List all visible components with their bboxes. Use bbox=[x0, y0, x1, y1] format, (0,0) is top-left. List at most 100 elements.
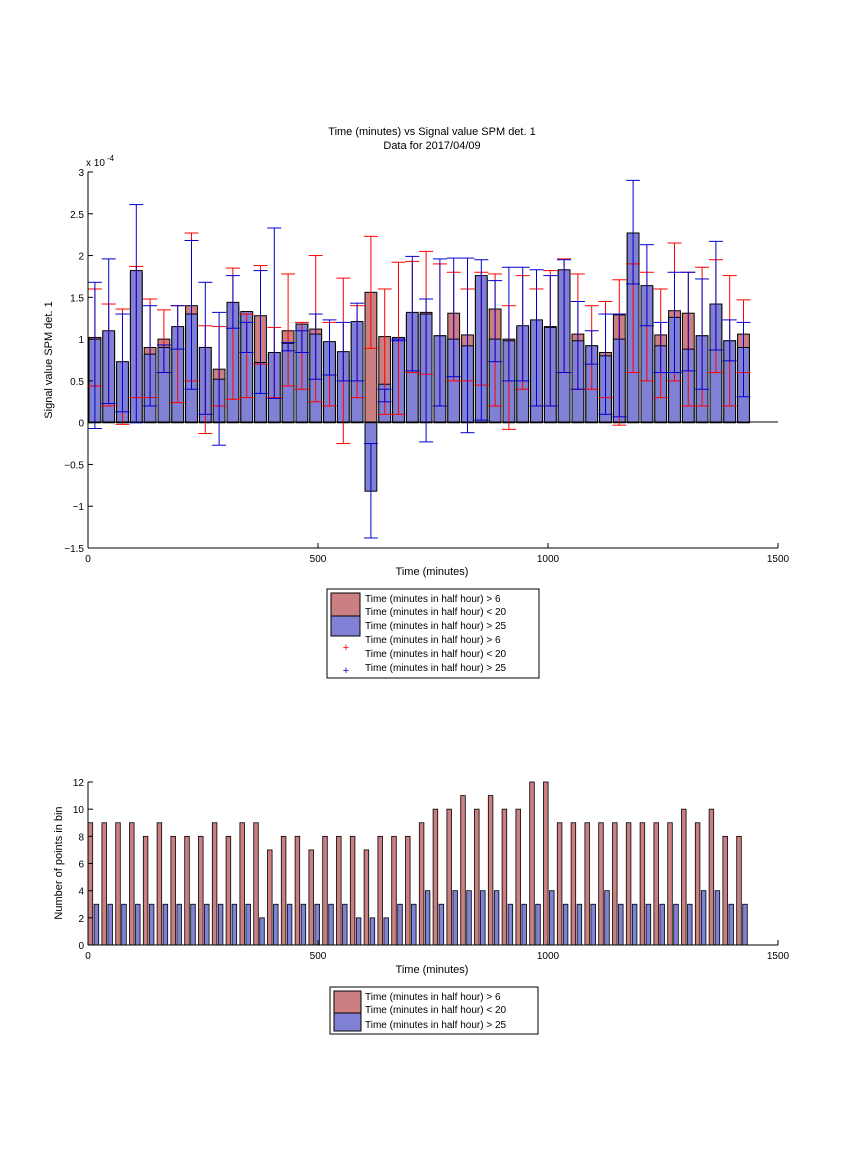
y-tick-label: −0.5 bbox=[64, 460, 84, 471]
count-bar-red bbox=[363, 849, 370, 946]
count-bar-blue bbox=[438, 903, 445, 946]
count-bar-blue bbox=[493, 890, 500, 946]
count-bar-blue bbox=[507, 903, 514, 946]
legend-swatch-red bbox=[333, 990, 362, 1015]
count-bar-red bbox=[377, 835, 383, 946]
count-bar-red bbox=[405, 835, 411, 946]
count-bar-red bbox=[184, 835, 190, 946]
y-tick-label: 2 bbox=[78, 914, 84, 925]
count-bar-blue bbox=[231, 903, 238, 946]
count-bar-blue bbox=[549, 890, 555, 946]
count-bar-blue bbox=[342, 903, 348, 946]
legend-text: Time (minutes in half hour) < 20 bbox=[365, 649, 507, 660]
count-bar-red bbox=[253, 822, 259, 946]
count-axes: 0 2 4 6 8 10 12 0 500 1000 1500 bbox=[73, 778, 790, 962]
count-bar-red bbox=[529, 781, 535, 946]
x-tick-label: 0 bbox=[85, 554, 91, 565]
signal-plot: −1.5 −1 −0.5 0 0.5 1 1.5 2 2.5 3 0 500 1000 1500 x 10… bbox=[43, 154, 790, 578]
y-tick-label: 0 bbox=[78, 419, 84, 430]
count-bar-red bbox=[667, 822, 673, 946]
x-tick-label: 500 bbox=[310, 554, 327, 565]
legend-text: Time (minutes in half hour) < 20 bbox=[365, 1005, 507, 1016]
legend-text: Time (minutes in half hour) > 25 bbox=[365, 663, 507, 674]
count-bar-blue bbox=[562, 903, 569, 946]
count-bar-blue bbox=[411, 903, 417, 946]
legend-text: Time (minutes in half hour) > 6 bbox=[365, 635, 501, 646]
count-plot: 0 2 4 6 8 10 12 0 500 1000 1500 Time (minutes) Num… bbox=[53, 778, 790, 976]
count-bar-red bbox=[446, 808, 452, 946]
count-bar-red bbox=[198, 835, 204, 946]
count-bar-red bbox=[515, 808, 521, 946]
count-bar-red bbox=[460, 795, 466, 946]
y-tick-label: 0.5 bbox=[70, 377, 84, 388]
y-exponent-label: x 10 bbox=[86, 158, 105, 169]
count-bar-blue bbox=[369, 917, 376, 946]
count-bar-blue bbox=[521, 903, 527, 946]
count-bar-red bbox=[474, 808, 480, 946]
y-tick-label: −1.5 bbox=[64, 544, 84, 555]
count-bar-blue bbox=[162, 903, 169, 946]
count-bar-red bbox=[129, 822, 135, 946]
count-bar-red bbox=[556, 822, 563, 946]
count-bar-blue bbox=[452, 890, 458, 946]
count-bar-blue bbox=[631, 903, 638, 946]
count-bar-red bbox=[736, 835, 742, 946]
count-bar-blue bbox=[135, 903, 141, 946]
count-bar-red bbox=[722, 835, 728, 946]
count-bar-red bbox=[694, 822, 701, 946]
x-tick-label: 1500 bbox=[767, 951, 790, 962]
count-bar-blue bbox=[148, 903, 155, 946]
signal-errorbars bbox=[87, 179, 751, 539]
count-bar-red bbox=[211, 822, 218, 946]
count-legend: Time (minutes in half hour) > 6 Time (mi… bbox=[329, 986, 539, 1035]
y-tick-label: 4 bbox=[78, 887, 84, 898]
count-bar-blue bbox=[714, 890, 721, 946]
count-bar-red bbox=[280, 835, 287, 946]
count-bar-red bbox=[598, 822, 604, 946]
count-bar-red bbox=[322, 835, 328, 946]
count-bar-blue bbox=[618, 903, 624, 946]
count-bar-blue bbox=[480, 890, 486, 946]
count-bar-blue bbox=[273, 903, 279, 946]
count-bar-red bbox=[336, 835, 342, 946]
count-bar-red bbox=[570, 822, 577, 946]
count-bar-red bbox=[267, 849, 273, 946]
count-bar-red bbox=[653, 822, 659, 946]
legend-text: Time (minutes in half hour) > 6 bbox=[365, 594, 501, 605]
legend-marker-blue: + bbox=[343, 665, 349, 677]
count-bar-red bbox=[708, 808, 715, 946]
y-tick-label: −1 bbox=[73, 502, 85, 513]
count-bar-blue bbox=[121, 903, 127, 946]
x-tick-label: 500 bbox=[310, 951, 327, 962]
count-bar-red bbox=[391, 835, 397, 946]
count-bar-blue bbox=[659, 903, 665, 946]
count-bar-red bbox=[239, 822, 245, 946]
y-tick-label: 8 bbox=[78, 832, 84, 843]
count-bar-blue bbox=[728, 903, 734, 946]
signal-legend: Time (minutes in half hour) > 6 Time (mi… bbox=[326, 588, 540, 679]
count-bar-blue bbox=[397, 903, 403, 946]
count-bar-blue bbox=[535, 903, 541, 946]
y-tick-label: 10 bbox=[73, 805, 85, 816]
count-bar-blue bbox=[176, 903, 182, 946]
count-bar-blue bbox=[576, 903, 583, 946]
legend-box bbox=[329, 986, 539, 1035]
count-bar-blue bbox=[466, 890, 472, 946]
count-bar-red bbox=[101, 822, 107, 946]
count-bar-red bbox=[639, 822, 646, 946]
y-tick-label: 6 bbox=[78, 860, 84, 871]
count-bar-red bbox=[432, 808, 439, 946]
x-tick-label: 1000 bbox=[537, 951, 560, 962]
count-bar-red bbox=[418, 822, 425, 946]
count-bar-blue bbox=[604, 890, 610, 946]
count-bar-red bbox=[625, 822, 632, 946]
count-bar-blue bbox=[286, 903, 293, 946]
count-bar-red bbox=[142, 835, 149, 946]
legend-text: Time (minutes in half hour) < 20 bbox=[365, 607, 507, 618]
legend-text: Time (minutes in half hour) > 6 bbox=[365, 992, 501, 1003]
y-tick-label: 1.5 bbox=[70, 293, 84, 304]
count-bar-red bbox=[681, 808, 687, 946]
count-bar-blue bbox=[107, 903, 113, 946]
count-bar-blue bbox=[590, 903, 596, 946]
count-bar-blue bbox=[204, 903, 210, 946]
